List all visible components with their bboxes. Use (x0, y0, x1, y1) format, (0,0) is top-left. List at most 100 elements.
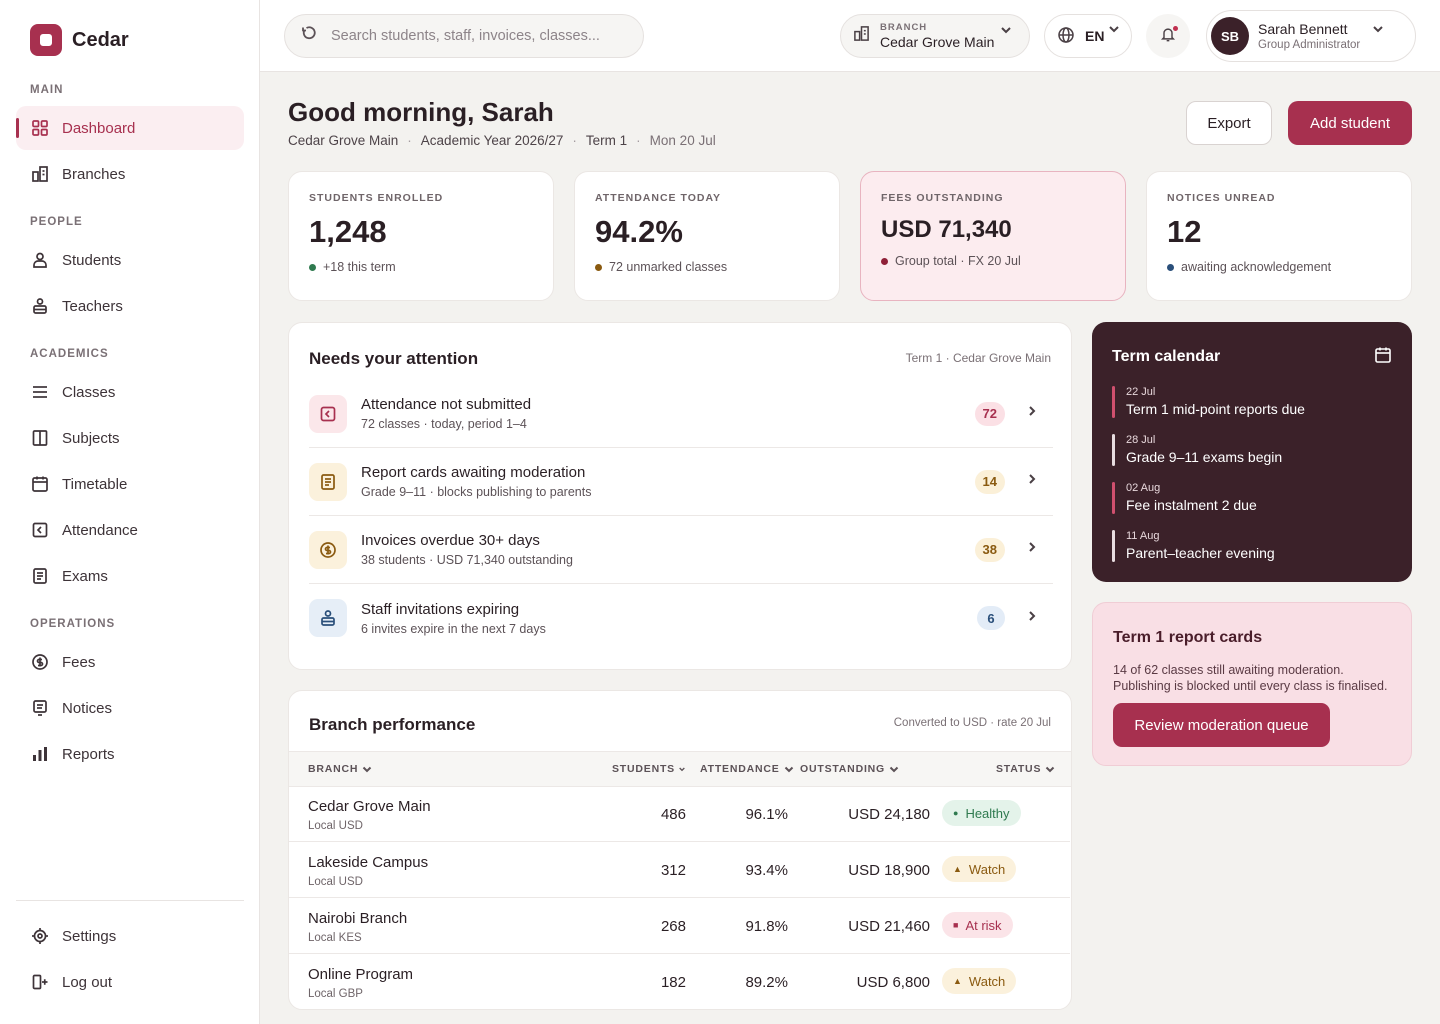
column-header-branch[interactable]: BRANCH (308, 763, 373, 775)
chevron-down-icon (363, 766, 372, 773)
export-button[interactable]: Export (1186, 101, 1272, 145)
watch-icon: ▲ (953, 864, 962, 874)
branch-name: Cedar Grove Main (308, 798, 431, 815)
attention-title: Needs your attention (309, 349, 479, 368)
sidebar-item-reports[interactable]: Reports (16, 732, 244, 776)
attention-item-sub: 6 invites expire in the next 7 days (361, 621, 546, 636)
section-label-operations: OPERATIONS (30, 618, 116, 630)
sidebar-item-subjects[interactable]: Subjects (16, 416, 244, 460)
outstanding-cell: USD 18,900 (848, 862, 930, 879)
stat-value: 94.2% (595, 214, 683, 249)
notice-icon (30, 698, 50, 718)
table-row[interactable]: Nairobi Branch Local KES 268 91.8% USD 2… (289, 898, 1070, 954)
sidebar-item-students[interactable]: Students (16, 238, 244, 282)
attention-item-report-cards[interactable]: Report cards awaiting moderation Grade 9–… (309, 448, 1053, 516)
event-date: 02 Aug (1126, 482, 1161, 494)
table-row[interactable]: Cedar Grove Main Local USD 486 96.1% USD… (289, 786, 1070, 842)
sidebar-item-fees[interactable]: Fees (16, 640, 244, 684)
column-header-label: ATTENDANCE (700, 763, 780, 775)
language-value: EN (1085, 28, 1105, 44)
stat-value: 12 (1167, 214, 1202, 249)
calendar-event[interactable]: 11 Aug Parent–teacher evening (1112, 530, 1392, 562)
branch-name: Lakeside Campus (308, 854, 429, 871)
user-menu[interactable]: SB Sarah Bennett Group Administrator (1206, 10, 1416, 62)
stat-sub-text: +18 this term (323, 260, 396, 274)
calendar-event[interactable]: 28 Jul Grade 9–11 exams begin (1112, 434, 1392, 466)
sidebar-divider (16, 900, 244, 901)
column-header-students[interactable]: STUDENTS (612, 763, 686, 775)
branch-local-currency: Local USD (308, 820, 363, 832)
column-header-outstanding[interactable]: OUTSTANDING (800, 763, 900, 775)
status-dot (595, 263, 602, 271)
document-icon (30, 566, 50, 586)
sidebar-item-classes[interactable]: Classes (16, 370, 244, 414)
chevron-down-icon (1046, 766, 1055, 773)
stat-label: FEES OUTSTANDING (881, 192, 1004, 204)
search-box[interactable] (284, 14, 644, 58)
sidebar-item-settings[interactable]: Settings (16, 914, 244, 958)
language-selector[interactable]: EN (1044, 14, 1132, 58)
attention-item-invitations[interactable]: Staff invitations expiring 6 invites expi… (309, 584, 1053, 652)
stat-sub: 72 unmarked classes (595, 260, 819, 274)
bell-icon (1160, 26, 1176, 47)
status-label: Healthy (965, 805, 1010, 821)
review-moderation-button[interactable]: Review moderation queue (1113, 703, 1330, 747)
table-row[interactable]: Online Program Local GBP 182 89.2% USD 6… (289, 954, 1070, 1010)
breadcrumb-item: Academic Year 2026/27 (420, 133, 564, 148)
stat-sub-text: awaiting acknowledgement (1181, 260, 1332, 274)
status-dot (881, 257, 888, 265)
top-bar: BRANCH Cedar Grove Main EN SB Sarah Benn… (260, 0, 1440, 72)
teacher-icon (309, 599, 347, 637)
breadcrumb: Cedar Grove Main · Academic Year 2026/27… (288, 133, 716, 148)
stat-sub: Group total · FX 20 Jul (881, 254, 1105, 268)
sidebar-item-exams[interactable]: Exams (16, 554, 244, 598)
branch-selector[interactable]: BRANCH Cedar Grove Main (840, 14, 1030, 58)
column-header-status[interactable]: STATUS (996, 763, 1056, 775)
sidebar-item-logout[interactable]: Log out (16, 960, 244, 1004)
list-icon (30, 382, 50, 402)
add-student-button[interactable]: Add student (1288, 101, 1412, 145)
sidebar-item-attendance[interactable]: Attendance (16, 508, 244, 552)
status-badge: ▲ Watch (942, 968, 1017, 994)
attention-item-invoices[interactable]: Invoices overdue 30+ days 38 students · U… (309, 516, 1053, 584)
notifications-button[interactable] (1146, 14, 1190, 58)
coin-icon (30, 652, 50, 672)
calendar-event[interactable]: 02 Aug Fee instalment 2 due (1112, 482, 1392, 514)
user-name: Sarah Bennett (1258, 21, 1348, 37)
stat-card-notices[interactable]: NOTICES UNREAD 12 awaiting acknowledgeme… (1146, 171, 1412, 301)
sidebar-item-timetable[interactable]: Timetable (16, 462, 244, 506)
brand-logo[interactable]: Cedar (30, 24, 129, 56)
section-label-academics: ACADEMICS (30, 348, 109, 360)
stat-card-attendance[interactable]: ATTENDANCE TODAY 94.2% 72 unmarked class… (574, 171, 840, 301)
event-title: Parent–teacher evening (1126, 545, 1275, 561)
sidebar-item-label: Log out (62, 973, 113, 991)
branch-name: Online Program (308, 966, 414, 983)
attention-item-attendance[interactable]: Attendance not submitted 72 classes · tod… (309, 380, 1053, 448)
stat-card-students[interactable]: STUDENTS ENROLLED 1,248 +18 this term (288, 171, 554, 301)
sidebar-item-teachers[interactable]: Teachers (16, 284, 244, 328)
chevron-right-icon (1025, 404, 1039, 423)
stat-value: USD 71,340 (881, 216, 1012, 243)
page-title: Good morning, Sarah (288, 97, 554, 127)
attendance-icon (30, 520, 50, 540)
sidebar-item-dashboard[interactable]: Dashboard (16, 106, 244, 150)
logout-icon (30, 972, 50, 992)
sidebar-item-label: Subjects (62, 429, 120, 447)
document-icon (309, 462, 347, 501)
stat-sub: awaiting acknowledgement (1167, 260, 1391, 274)
status-label: Watch (968, 973, 1006, 989)
stat-card-fees[interactable]: FEES OUTSTANDING USD 71,340 Group total … (860, 171, 1126, 301)
calendar-event[interactable]: 22 Jul Term 1 mid-point reports due (1112, 386, 1392, 418)
search-input[interactable] (331, 28, 611, 44)
sidebar-item-notices[interactable]: Notices (16, 686, 244, 730)
chevron-down-icon (679, 767, 685, 772)
calendar-icon[interactable] (1374, 346, 1392, 369)
sidebar-item-branches[interactable]: Branches (16, 152, 244, 196)
breadcrumb-item: Cedar Grove Main (288, 133, 399, 148)
column-header-attendance[interactable]: ATTENDANCE (700, 763, 795, 775)
chevron-right-icon (1025, 609, 1039, 628)
table-row[interactable]: Lakeside Campus Local USD 312 93.4% USD … (289, 842, 1070, 898)
attention-item-title: Report cards awaiting moderation (361, 464, 586, 481)
sidebar-item-label: Fees (62, 653, 96, 671)
attention-item-title: Staff invitations expiring (361, 600, 520, 618)
